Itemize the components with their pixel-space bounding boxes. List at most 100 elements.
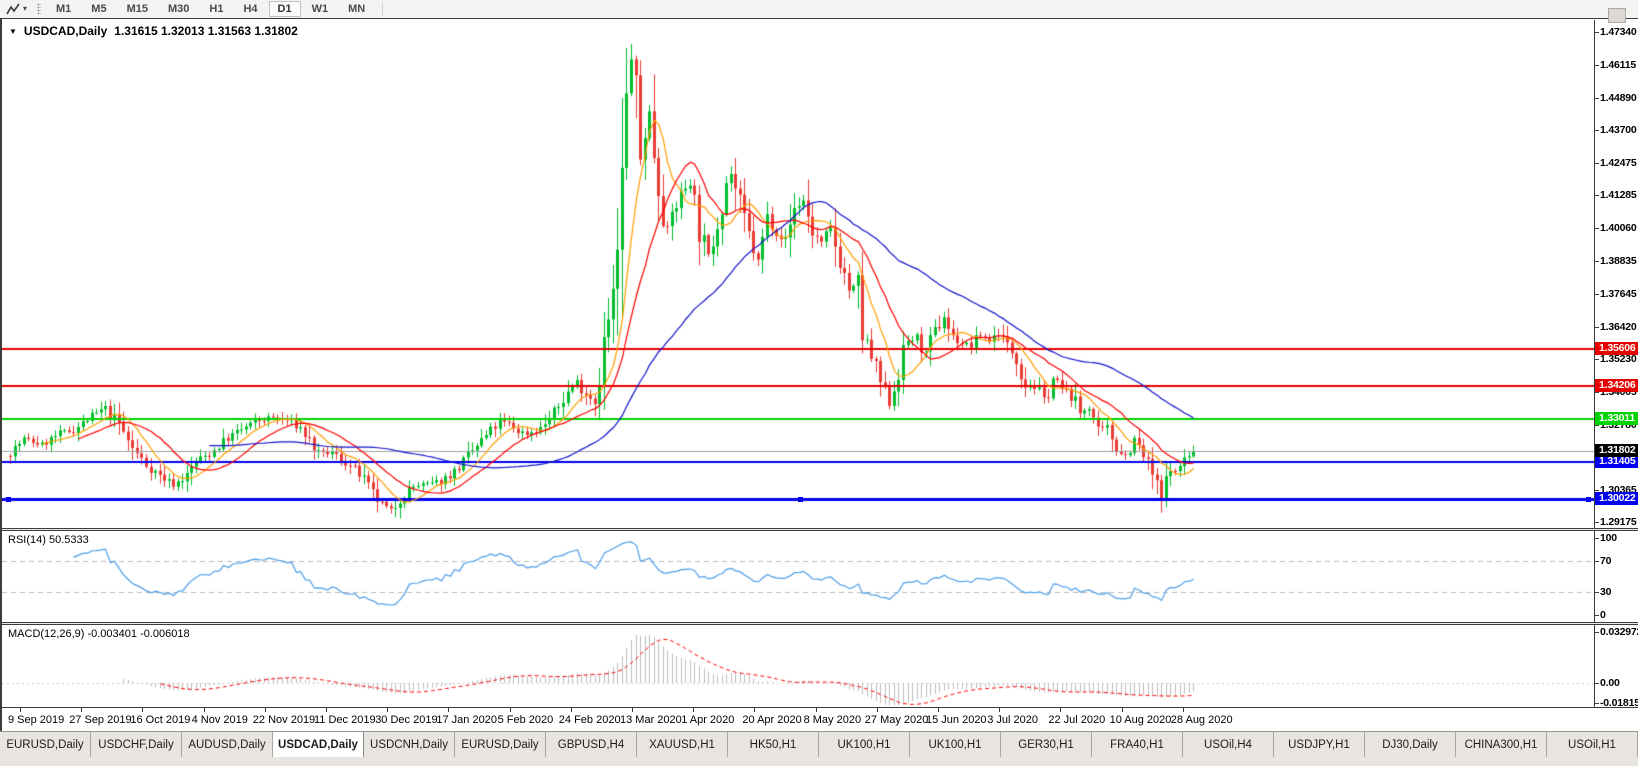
date-axis-label: 20 Apr 2020	[742, 708, 802, 726]
rsi-canvas[interactable]	[2, 531, 1594, 622]
chart-window: ▼ USDCAD,Daily 1.31615 1.32013 1.31563 1…	[0, 18, 1638, 733]
date-axis-label: 22 Jul 2020	[1048, 708, 1106, 726]
scroll-control-box[interactable]	[1608, 8, 1626, 23]
macd-pane: MACD(12,26,9) -0.003401 -0.006018 0.0329…	[2, 625, 1638, 707]
chart-tabs: EURUSD,Daily USDCHF,Daily AUDUSD,Daily USDC…	[0, 732, 1638, 757]
top-toolbar: ▾ M1 M5 M15 M30 H1 H4 D1 W1 MN	[0, 0, 1638, 19]
trendline-icon	[6, 3, 20, 14]
macd-axis-tick: 0.00	[1595, 677, 1620, 689]
chart-tab-audusd-daily[interactable]: AUDUSD,Daily	[182, 732, 273, 757]
rsi-label: RSI(14) 50.5333	[8, 534, 89, 546]
price-axis-line[interactable]	[1594, 20, 1595, 528]
date-axis-label: 3 Jul 2020	[987, 708, 1038, 726]
chart-tab-eurusd-daily[interactable]: EURUSD,Daily	[0, 732, 91, 757]
price-axis-tick: 1.47340	[1595, 26, 1637, 38]
chart-tab-ger30-h1[interactable]: GER30,H1	[1001, 732, 1092, 757]
price-axis-tick: 1.44890	[1595, 92, 1637, 105]
hline-price-badge: 1.34206	[1595, 379, 1638, 393]
timeframe-button-d1[interactable]: D1	[268, 1, 301, 17]
macd-axis-tick: -0.018154	[1595, 697, 1638, 707]
chart-tab-dj30-daily[interactable]: DJ30,Daily	[1365, 732, 1456, 757]
hline-price-badge: 1.30022	[1595, 492, 1638, 506]
chart-tab-xauusd-h1[interactable]: XAUUSD,H1	[637, 732, 728, 757]
timeframe-button-h1[interactable]: H1	[209, 3, 224, 15]
chart-tab-fra40-h1[interactable]: FRA40,H1	[1092, 732, 1183, 757]
chart-tab-uk100-h1[interactable]: UK100,H1	[910, 732, 1001, 757]
date-axis-label: 27 Sep 2019	[69, 708, 132, 726]
price-axis-tick: 1.41285	[1595, 189, 1637, 202]
timeframe-button-m30[interactable]: M30	[167, 3, 190, 15]
date-axis-label: 5 Feb 2020	[497, 708, 554, 726]
toolbar-separator	[382, 2, 384, 16]
price-chart-canvas[interactable]	[2, 20, 1594, 528]
bid-price-badge: 1.31802	[1595, 444, 1638, 458]
date-axis-label: 17 Jan 2020	[436, 708, 497, 726]
macd-axis-tick: 0.032972	[1594, 626, 1638, 638]
chart-ohlc-values: 1.31615 1.32013 1.31563 1.31802	[114, 24, 298, 38]
date-axis-label: 27 May 2020	[864, 708, 929, 726]
hline-price-badge: 1.31405	[1595, 454, 1638, 468]
chart-tab-uk100-h1[interactable]: UK100,H1	[819, 732, 910, 757]
rsi-pane: RSI(14) 50.5333 100 70 30 0	[2, 531, 1638, 622]
rsi-axis-tick: 70	[1594, 555, 1612, 568]
price-axis-tick: 1.37645	[1595, 287, 1637, 300]
date-axis-label: 28 Aug 2020	[1170, 708, 1233, 726]
chart-tab-usdjpy-h1[interactable]: USDJPY,H1	[1274, 732, 1365, 757]
rsi-axis-tick: 30	[1594, 585, 1612, 598]
timeframe-button-mn[interactable]: MN	[348, 3, 366, 15]
date-axis-label: 22 Nov 2019	[252, 708, 316, 726]
chart-tab-gbpusd-h4[interactable]: GBPUSD,H4	[546, 732, 637, 757]
date-axis-label: 15 Jun 2020	[926, 708, 987, 726]
hline-price-badge: 1.35606	[1595, 341, 1638, 355]
time-axis[interactable]: 9 Sep 2019 27 Sep 2019 16 Oct 2019 4 Nov 20…	[2, 707, 1638, 733]
chart-tab-china300-h1[interactable]: CHINA300,H1	[1456, 732, 1547, 757]
chart-tab-eurusd-daily[interactable]: EURUSD,Daily	[455, 732, 546, 757]
hline-drag-handle[interactable]	[1586, 497, 1591, 503]
price-axis-tick: 1.29175	[1595, 516, 1637, 528]
price-axis-tick: 1.46115	[1595, 59, 1636, 72]
timeframe-toolbar: M1 M5 M15 M30 H1 H4 D1 W1 MN	[47, 1, 376, 17]
collapse-triangle-icon[interactable]: ▼	[9, 26, 17, 36]
timeframe-button-m5[interactable]: M5	[91, 3, 107, 15]
macd-axis-line[interactable]	[1594, 625, 1595, 707]
price-axis-tick: 1.42475	[1595, 157, 1637, 170]
hline-drag-handle[interactable]	[798, 497, 803, 503]
toolbar-grip[interactable]	[37, 3, 42, 15]
chart-tab-usoil-h1[interactable]: USOil,H1	[1547, 732, 1638, 757]
price-axis-tick: 1.40060	[1595, 222, 1637, 235]
price-axis-tick: 1.36420	[1595, 320, 1637, 333]
date-axis-label: 4 Nov 2019	[191, 708, 248, 726]
rsi-axis-line[interactable]	[1594, 531, 1595, 622]
chart-tab-hk50-h1[interactable]: HK50,H1	[728, 732, 819, 757]
price-axis-tick: 1.38835	[1595, 255, 1637, 268]
chart-tab-usoil-h4[interactable]: USOil,H4	[1183, 732, 1274, 757]
hline-price-badge: 1.33011	[1595, 411, 1638, 425]
hline-drag-handle[interactable]	[6, 497, 11, 503]
chart-tab-usdchf-daily[interactable]: USDCHF,Daily	[91, 732, 182, 757]
chart-tab-usdcad-daily[interactable]: USDCAD,Daily	[273, 732, 364, 757]
date-axis-label: 8 May 2020	[803, 708, 862, 726]
macd-canvas[interactable]	[2, 625, 1594, 707]
date-axis-label: 1 Apr 2020	[681, 708, 735, 726]
price-pane: ▼ USDCAD,Daily 1.31615 1.32013 1.31563 1…	[2, 20, 1638, 528]
price-axis-tick: 1.35230	[1595, 352, 1637, 365]
chart-title: ▼ USDCAD,Daily 1.31615 1.32013 1.31563 1…	[9, 24, 298, 38]
date-axis-label: 10 Aug 2020	[1109, 708, 1172, 726]
chevron-down-icon: ▾	[23, 4, 28, 13]
date-axis-label: 9 Sep 2019	[8, 708, 65, 726]
macd-label: MACD(12,26,9) -0.003401 -0.006018	[8, 628, 190, 640]
timeframe-button-h4[interactable]: H4	[243, 3, 258, 15]
pane-splitter[interactable]	[2, 622, 1638, 625]
rsi-axis-tick: 100	[1595, 532, 1617, 544]
chart-tab-bar: EURUSD,Daily USDCHF,Daily AUDUSD,Daily USDC…	[0, 731, 1638, 766]
drawing-tool-button[interactable]: ▾	[0, 1, 33, 17]
timeframe-button-m1[interactable]: M1	[56, 3, 72, 15]
pane-splitter[interactable]	[2, 528, 1638, 531]
timeframe-button-m15[interactable]: M15	[126, 3, 148, 15]
chart-tab-usdcnh-daily[interactable]: USDCNH,Daily	[364, 732, 455, 757]
timeframe-button-w1[interactable]: W1	[311, 3, 329, 15]
chart-symbol-period: USDCAD,Daily	[23, 24, 108, 38]
rsi-axis-tick: 0	[1595, 609, 1606, 621]
date-axis-label: 24 Feb 2020	[558, 708, 621, 726]
